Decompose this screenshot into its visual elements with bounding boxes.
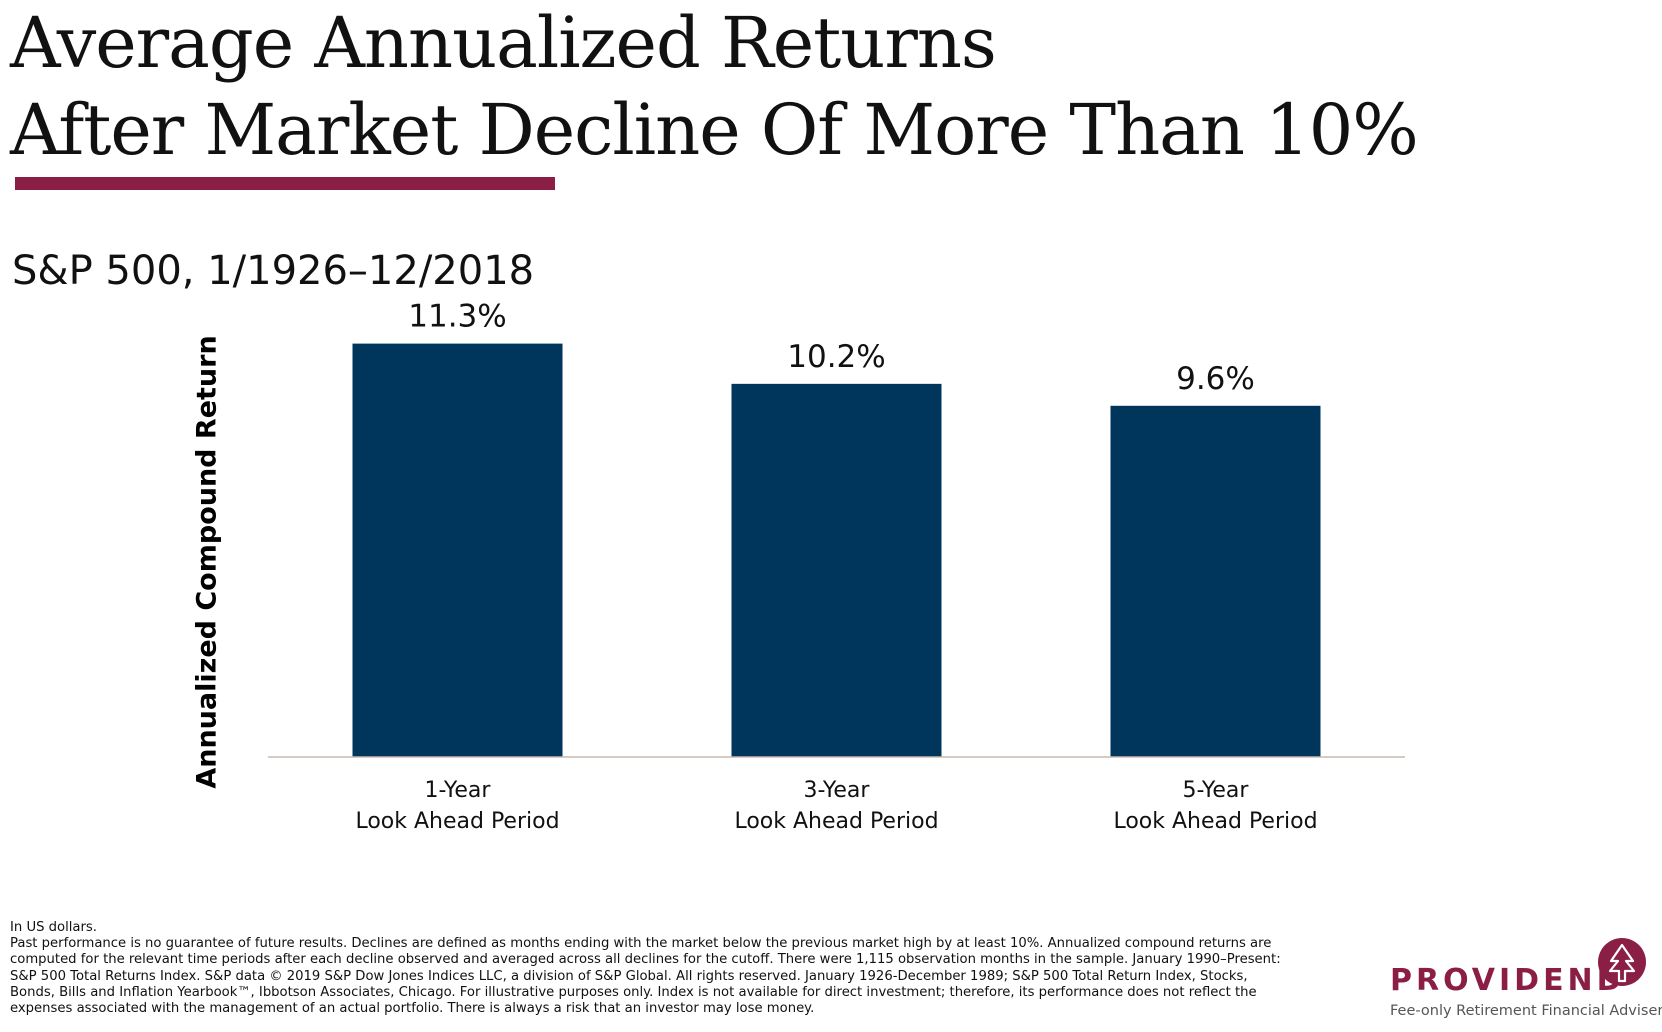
footnote-line: In US dollars. [10,920,97,935]
x-tick-label: 5-Year [1183,778,1250,803]
bar [352,343,563,757]
page-title-line1: Average Annualized Returns [10,2,997,84]
footnote: In US dollars. Past performance is no gu… [10,920,1370,1017]
page-title-line2: After Market Decline Of More Than 10% [10,89,1419,171]
bar-chart: 11.3% 1-Year Look Ahead Period 10.2% 3-Year L… [268,299,1405,834]
logo-tagline: Fee-only Retirement Financial Adviser [1390,1003,1662,1019]
logo-wordmark: PROVIDEND [1390,963,1626,998]
x-tick-label: 3-Year [804,778,871,803]
bar [731,383,942,757]
footnote-line: expenses associated with the management … [10,1001,815,1017]
bar-value-label: 9.6% [1176,361,1255,397]
page-title: Average Annualized Returns After Market … [10,0,1610,174]
x-tick-label: 1-Year [425,778,492,803]
x-tick-label: Look Ahead Period [734,809,938,834]
footnote-line: Past performance is no guarantee of futu… [10,936,1272,952]
title-underline [15,177,555,190]
bar [1110,405,1321,757]
footnote-line: computed for the relevant time periods a… [10,952,1281,968]
x-tick-label: Look Ahead Period [355,809,559,834]
footnote-line: S&P 500 Total Returns Index. S&P data © … [10,968,1248,984]
company-logo: PROVIDEND Fee-only Retirement Financial … [1385,935,1662,1025]
bar-value-label: 11.3% [408,299,506,335]
footnote-line: Bonds, Bills and Inflation Yearbook™, Ib… [10,984,1257,1000]
chart-subtitle: S&P 500, 1/1926–12/2018 [12,248,535,294]
bar-value-label: 10.2% [787,339,885,375]
tree-arrow-icon [1598,938,1646,986]
x-tick-label: Look Ahead Period [1113,809,1317,834]
